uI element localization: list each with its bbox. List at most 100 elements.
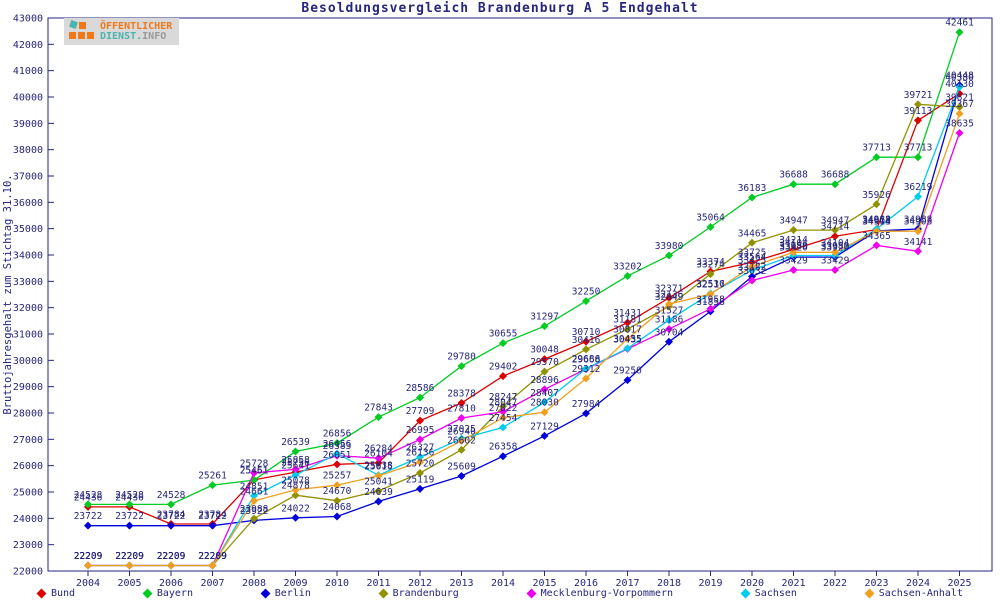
point-label: 26327 <box>406 443 435 454</box>
data-point <box>540 408 549 417</box>
data-point <box>208 481 217 490</box>
data-point <box>499 452 507 461</box>
point-label: 26456 <box>323 439 352 450</box>
data-point <box>748 258 756 267</box>
x-tick-label: 2023 <box>864 578 888 589</box>
point-label: 33425 <box>738 256 767 267</box>
point-label: 28030 <box>530 398 559 409</box>
point-label: 26136 <box>406 448 435 459</box>
data-point <box>416 435 424 444</box>
point-label: 23784 <box>157 510 186 521</box>
data-point <box>789 266 798 275</box>
logo-line2: DIENST.INFO <box>100 31 172 42</box>
legend-label: Sachsen <box>754 588 797 599</box>
data-point <box>125 561 134 570</box>
point-label: 35064 <box>696 213 725 224</box>
point-label: 32536 <box>696 279 725 290</box>
y-tick-label: 33000 <box>13 277 43 288</box>
point-label: 22209 <box>157 551 186 562</box>
data-point <box>748 262 756 271</box>
point-label: 24068 <box>323 502 352 513</box>
y-tick-label: 39000 <box>13 119 43 130</box>
data-point <box>540 367 549 376</box>
y-tick-label: 22000 <box>13 567 43 578</box>
data-point <box>416 458 424 467</box>
point-label: 24661 <box>240 486 269 497</box>
series-Sachsen-Anhalt <box>84 109 964 570</box>
data-point <box>872 200 881 209</box>
x-tick-label: 2025 <box>947 578 971 589</box>
data-point <box>167 521 175 530</box>
point-label: 27822 <box>489 403 518 414</box>
data-point <box>955 82 964 91</box>
y-tick-label: 40000 <box>13 93 43 104</box>
point-label: 26284 <box>364 444 393 455</box>
legend-item-Bund: Bund <box>36 588 75 599</box>
point-label: 33980 <box>655 241 684 252</box>
data-point <box>623 344 632 353</box>
y-tick-label: 24000 <box>13 514 43 525</box>
point-label: 39621 <box>945 93 974 104</box>
point-label: 26383 <box>323 441 352 452</box>
point-label: 42461 <box>945 18 974 29</box>
data-point <box>665 251 673 260</box>
data-point <box>582 409 590 418</box>
data-point <box>291 491 300 500</box>
legend-marker-icon <box>260 588 271 599</box>
point-label: 22209 <box>115 551 144 562</box>
point-label: 26995 <box>406 425 435 436</box>
y-tick-label: 38000 <box>13 145 43 156</box>
point-label: 36183 <box>738 183 767 194</box>
point-label: 30655 <box>489 329 518 340</box>
point-label: 31958 <box>696 294 725 305</box>
point-label: 25451 <box>240 466 269 477</box>
series-Bund <box>84 89 964 529</box>
point-label: 36219 <box>904 182 933 193</box>
point-label: 26856 <box>323 429 352 440</box>
data-point <box>831 232 839 241</box>
point-label: 34914 <box>862 216 891 227</box>
point-label: 33274 <box>696 260 725 271</box>
point-label: 34903 <box>862 217 891 228</box>
point-label: 34988 <box>904 215 933 226</box>
x-tick-label: 2016 <box>574 578 598 589</box>
x-tick-label: 2007 <box>200 578 224 589</box>
point-label: 23988 <box>240 504 269 515</box>
point-label: 30455 <box>613 334 642 345</box>
point-label: 22209 <box>198 551 227 562</box>
point-label: 39113 <box>904 106 933 117</box>
point-label: 33920 <box>821 243 850 254</box>
data-point <box>374 497 383 506</box>
data-point <box>914 116 922 125</box>
point-label: 25858 <box>281 455 310 466</box>
point-label: 31431 <box>613 308 642 319</box>
data-point <box>706 304 715 313</box>
data-point <box>914 153 922 162</box>
data-point <box>582 345 590 354</box>
point-label: 36688 <box>779 170 808 181</box>
data-point <box>333 496 341 505</box>
point-label: 22209 <box>157 551 186 562</box>
data-point <box>250 468 258 477</box>
point-label: 30048 <box>530 345 559 356</box>
point-label: 31527 <box>655 306 684 317</box>
point-label: 28896 <box>530 375 559 386</box>
point-label: 32371 <box>655 283 684 294</box>
data-point <box>582 337 590 346</box>
point-label: 33429 <box>821 256 850 267</box>
x-tick-label: 2020 <box>740 578 764 589</box>
data-point <box>582 297 590 306</box>
point-label: 27709 <box>406 406 435 417</box>
point-label: 24528 <box>115 490 144 501</box>
data-point <box>374 486 383 495</box>
legend-label: Bayern <box>156 588 193 599</box>
point-label: 38635 <box>945 118 974 129</box>
legend-item-Brandenburg: Brandenburg <box>378 588 459 599</box>
data-point <box>955 102 964 111</box>
point-label: 24436 <box>74 492 103 503</box>
data-point <box>457 445 466 454</box>
point-label: 33032 <box>738 266 767 277</box>
data-point <box>499 413 507 422</box>
point-label: 23922 <box>240 506 269 517</box>
